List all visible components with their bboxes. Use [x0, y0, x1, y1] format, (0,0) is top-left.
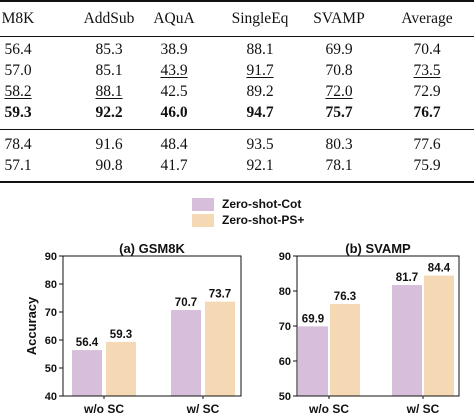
- y-axis-label: Accuracy: [24, 296, 39, 355]
- legend-swatch-ps: [192, 214, 214, 227]
- table-cell: 72.0: [325, 83, 353, 100]
- table-cell: 78.1: [325, 157, 353, 174]
- bar-ps: [330, 303, 360, 396]
- table-cell: 77.6: [413, 136, 441, 153]
- bar-value-label: 73.7: [209, 289, 231, 301]
- legend-label-ps: Zero-shot-PS+: [222, 213, 305, 227]
- chart-title: (a) GSM8K: [119, 241, 185, 256]
- bar-ps: [424, 275, 454, 396]
- bar-cot: [72, 350, 102, 396]
- y-tick-label: 80: [279, 286, 291, 298]
- table-cell: 41.7: [160, 157, 188, 174]
- table-cell: 94.7: [246, 104, 274, 121]
- table-cell: 88.1: [95, 83, 123, 100]
- table-cell: 75.9: [413, 157, 441, 174]
- bar-cot: [298, 326, 328, 396]
- table-cell: 85.1: [95, 62, 123, 79]
- table-cell: 89.2: [246, 83, 274, 100]
- table-cell: 78.4: [4, 136, 32, 153]
- table-header-rule: [0, 36, 474, 37]
- bar-value-label: 70.7: [175, 297, 197, 309]
- table-cell: 91.6: [95, 136, 123, 153]
- plot-frame: [296, 255, 460, 397]
- table-header-cell: AQuA: [153, 10, 195, 27]
- plot-frame: [62, 255, 242, 397]
- y-tick-label: 70: [279, 321, 291, 333]
- x-tick-label: w/o SC: [83, 402, 124, 414]
- bar-ps: [106, 341, 136, 396]
- table-header-cell: SingleEq: [231, 10, 289, 27]
- table-mid-rule: [0, 129, 474, 130]
- x-tick-label: w/ SC: [406, 402, 440, 414]
- table-cell: 75.7: [325, 104, 353, 121]
- y-tick-label: 40: [45, 391, 57, 403]
- y-tick-label: 80: [45, 279, 57, 291]
- table-cell: 69.9: [325, 41, 353, 58]
- y-tick-label: 70: [45, 307, 57, 319]
- table-cell: 59.3: [4, 104, 32, 121]
- bar-value-label: 81.7: [396, 272, 418, 284]
- table-bottom-rule: [0, 181, 474, 183]
- table-cell: 43.9: [160, 62, 188, 79]
- table-cell: 48.4: [160, 136, 188, 153]
- y-tick-label: 60: [279, 356, 291, 368]
- bar-cot: [171, 310, 201, 396]
- table-cell: 76.7: [413, 104, 441, 121]
- chart-title: (b) SVAMP: [345, 241, 411, 256]
- bar-value-label: 69.9: [302, 313, 324, 325]
- table-cell: 57.1: [4, 157, 32, 174]
- x-tick-label: w/ SC: [186, 402, 220, 414]
- table-cell: 91.7: [246, 62, 274, 79]
- table-cell: 73.5: [413, 62, 441, 79]
- table-cell: 57.0: [4, 62, 32, 79]
- table-cell: 90.8: [95, 157, 123, 174]
- table-cell: 56.4: [4, 41, 32, 58]
- legend-swatch-cot: [192, 198, 214, 211]
- table-header-cell: SVAMP: [313, 10, 365, 27]
- table-cell: 70.8: [325, 62, 353, 79]
- table-cell: 38.9: [160, 41, 188, 58]
- legend-label-cot: Zero-shot-Cot: [222, 197, 302, 211]
- bar-cot: [392, 285, 422, 396]
- table-top-rule: [0, 0, 474, 2]
- table-cell: 92.1: [246, 157, 274, 174]
- y-tick-label: 50: [279, 391, 291, 403]
- table-cell: 42.5: [160, 83, 188, 100]
- y-tick-label: 90: [279, 251, 291, 263]
- bar-value-label: 59.3: [110, 329, 132, 341]
- table-cell: 88.1: [246, 41, 274, 58]
- bar-ps: [205, 301, 235, 396]
- y-tick-label: 50: [45, 363, 57, 375]
- y-tick-label: 60: [45, 335, 57, 347]
- table-header-cell: AddSub: [83, 10, 135, 27]
- table-cell: 70.4: [413, 41, 441, 58]
- bar-value-label: 76.3: [334, 291, 356, 303]
- table-cell: 58.2: [4, 83, 32, 100]
- table-cell: 85.3: [95, 41, 123, 58]
- table-cell: 80.3: [325, 136, 353, 153]
- y-tick-label: 90: [45, 251, 57, 263]
- table-cell: 72.9: [413, 83, 441, 100]
- table-header-cell: M8K: [1, 10, 35, 27]
- table-cell: 93.5: [246, 136, 274, 153]
- table-header-cell: Average: [401, 10, 453, 27]
- bar-value-label: 84.4: [428, 263, 451, 275]
- results-table: M8K AddSub AQuA SingleEq SVAMP Average 56.4 85…: [0, 0, 474, 190]
- bar-value-label: 56.4: [76, 337, 99, 349]
- x-tick-label: w/o SC: [308, 402, 349, 414]
- table-cell: 46.0: [160, 104, 188, 121]
- table-cell: 92.2: [95, 104, 123, 121]
